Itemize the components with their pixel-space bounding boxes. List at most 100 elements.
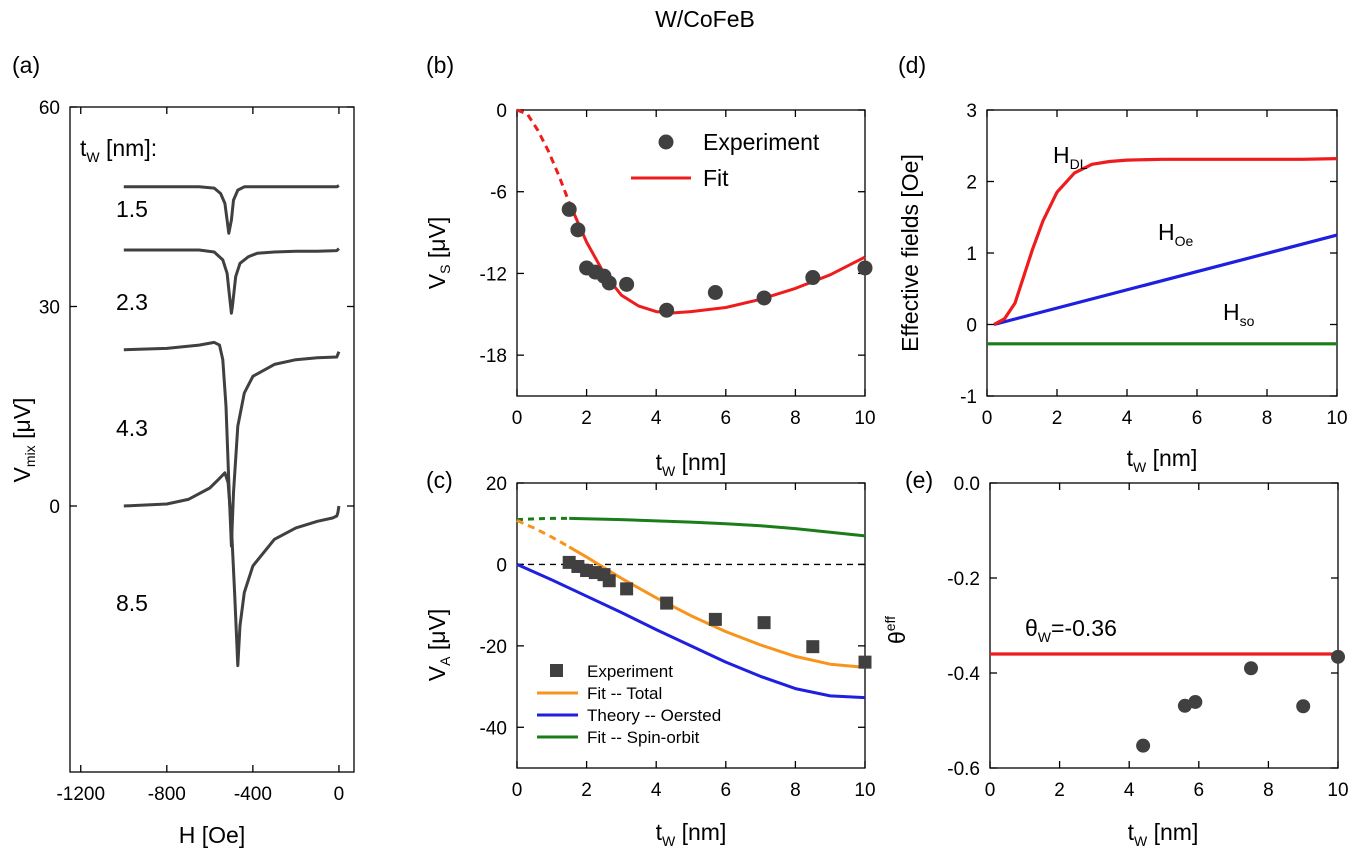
y-axis-label-a-main: V — [9, 466, 35, 482]
x-tick-label-a: 0 — [334, 784, 345, 805]
experiment-point-c — [858, 655, 872, 669]
x-axis-label-b-unit: [nm] — [675, 449, 726, 475]
experiment-point-e — [1296, 699, 1311, 714]
x-axis-label-c-unit: [nm] — [675, 819, 726, 845]
annotation-h-dl-main: H — [1053, 142, 1070, 168]
x-tick-label-b: 2 — [581, 408, 592, 429]
x-tick-label-e: 8 — [1263, 780, 1274, 801]
thickness-header: tW [nm]: — [80, 135, 157, 165]
annotation-theta-value: =-0.36 — [1051, 615, 1117, 641]
x-tick-label-d: 0 — [982, 408, 993, 429]
y-axis-label-b-sub: S — [437, 265, 453, 274]
x-tick-label-e: 4 — [1124, 780, 1135, 801]
experiment-point-b — [561, 201, 577, 217]
annotation-h-so-main: H — [1223, 299, 1240, 325]
y-tick-label-c: -20 — [480, 637, 507, 658]
fmr-curve-3 — [123, 340, 341, 548]
x-tick-label-d: 8 — [1262, 408, 1273, 429]
annotation-h-dl: HDL — [1053, 142, 1088, 172]
thickness-header-main: t — [80, 135, 87, 161]
annotation-h-so: Hso — [1223, 299, 1255, 329]
legend-c-experiment: Experiment — [587, 662, 673, 681]
x-axis-label-d: tW [nm] — [1127, 445, 1198, 475]
curve-label-3: 4.3 — [116, 415, 148, 441]
legend-b-experiment: Experiment — [703, 129, 820, 155]
x-tick-label-d: 2 — [1052, 408, 1063, 429]
x-tick-label-d: 10 — [1326, 408, 1347, 429]
x-axis-label-e-sub: W — [1134, 833, 1148, 849]
y-tick-label-c: 20 — [486, 474, 507, 495]
x-tick-label-c: 6 — [721, 780, 732, 801]
y-axis-label-e-sup: eff — [882, 616, 898, 631]
y-axis-label-e: θeff — [882, 616, 910, 644]
total-fit-line-c — [568, 545, 866, 669]
experiment-point-e — [1188, 694, 1203, 709]
h-dl-line — [993, 157, 1338, 326]
curve-label-4: 8.5 — [116, 590, 148, 616]
experiment-point-c — [708, 612, 722, 626]
y-axis-label-b-unit: [μV] — [424, 217, 450, 265]
curve-label-1: 1.5 — [116, 196, 148, 222]
x-tick-label-d: 4 — [1122, 408, 1133, 429]
panel-e: (e) 0 2 4 6 8 100.0-0.2-0.4-0.6 tW [nm] θeff … — [882, 467, 1349, 849]
annotation-h-oe: HOe — [1158, 219, 1194, 249]
legend-b-fit: Fit — [703, 165, 729, 191]
y-tick-label-d: 3 — [966, 101, 977, 122]
x-tick-label-c: 4 — [651, 780, 662, 801]
legend-c-experiment-marker — [550, 664, 563, 677]
y-axis-label-d: Effective fields [Oe] — [897, 154, 923, 352]
y-axis-label-a-sub: mix — [22, 445, 38, 467]
x-axis-label-e-unit: [nm] — [1147, 819, 1198, 845]
x-tick-label-c: 2 — [581, 780, 592, 801]
experiment-point-b — [805, 270, 821, 286]
fmr-curve-1 — [123, 184, 340, 235]
x-tick-label-a: -800 — [148, 784, 186, 805]
annotation-h-oe-main: H — [1158, 219, 1175, 245]
experiment-point-b — [707, 284, 723, 300]
fmr-curve-2 — [123, 247, 340, 315]
ticks-e: 0 2 4 6 8 10 0.0 -0.2 -0.4 -0.6 — [947, 474, 1348, 801]
y-axis-label-a: Vmix [μV] — [9, 398, 38, 483]
y-tick-label-d: 0 — [966, 316, 977, 337]
x-axis-label-e: tW [nm] — [1128, 819, 1199, 849]
y-tick-label-d: -1 — [960, 387, 977, 408]
y-tick-label-b: -6 — [490, 183, 507, 204]
spinorbit-line-c — [569, 516, 866, 538]
legend-c-oersted: Theory -- Oersted — [587, 706, 721, 725]
panel-a: (a) -1200 -800 -400 0 0 30 60 H [Oe] Vmix [μV]… — [9, 52, 355, 848]
annotation-theta-main: θ — [1025, 615, 1038, 641]
x-tick-label-e: 10 — [1327, 780, 1348, 801]
plot-area-a — [123, 184, 341, 668]
x-axis-label-d-unit: [nm] — [1146, 445, 1197, 471]
y-tick-label-e: -0.6 — [947, 759, 980, 780]
x-tick-label-b: 10 — [854, 408, 875, 429]
fmr-curve-4 — [123, 471, 341, 668]
panel-c: (c) 0 2 4 6 8 10 20 0 -20 -40 tW [nm] VA [μV] Exp… — [424, 467, 876, 849]
y-tick-label-e: -0.2 — [947, 569, 980, 590]
y-axis-label-c-main: V — [424, 665, 450, 681]
y-axis-label-c-sub: A — [437, 656, 453, 666]
panel-label-e: (e) — [905, 467, 933, 493]
panel-label-c: (c) — [426, 467, 453, 493]
curve-label-2: 2.3 — [116, 289, 148, 315]
experiment-point-c — [757, 616, 771, 630]
x-axis-label-c-sub: W — [662, 833, 676, 849]
x-tick-label-d: 6 — [1192, 408, 1203, 429]
plot-frame-d — [986, 109, 1338, 397]
experiment-point-c — [806, 640, 820, 654]
experiment-point-e — [1331, 649, 1345, 664]
annotation-theta-sub: W — [1038, 629, 1052, 645]
x-tick-label-a: -400 — [234, 784, 272, 805]
x-axis-label-c: tW [nm] — [656, 819, 727, 849]
plot-frame-c — [516, 482, 866, 769]
experiment-point-c — [660, 596, 674, 610]
x-tick-label-b: 8 — [790, 408, 801, 429]
x-tick-label-e: 0 — [985, 780, 996, 801]
x-axis-label-b: tW [nm] — [656, 449, 727, 479]
y-tick-label-b: 0 — [496, 101, 507, 122]
legend-c-total: Fit -- Total — [587, 684, 662, 703]
h-oe-line — [993, 233, 1338, 327]
